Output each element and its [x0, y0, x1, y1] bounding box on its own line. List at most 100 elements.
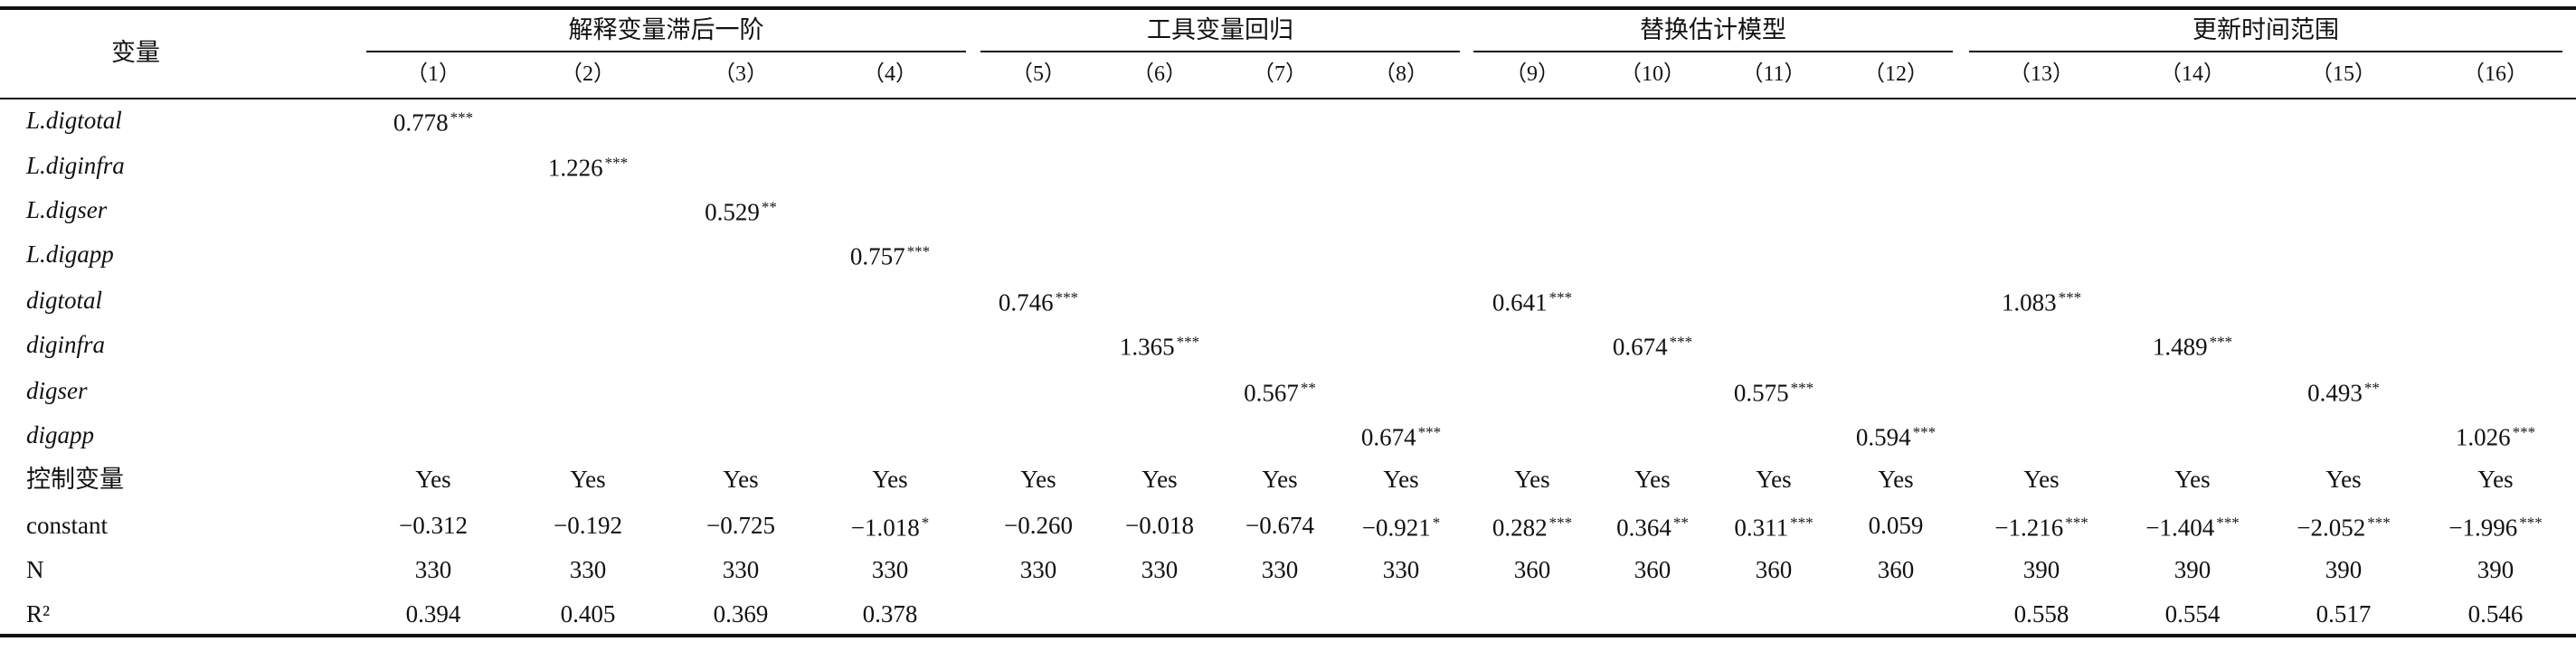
- column-header: （1）: [406, 62, 460, 86]
- cell-value: 1.365: [1119, 333, 1175, 361]
- cell: 330: [1261, 556, 1299, 583]
- cell: 1.026 ***: [2456, 418, 2535, 453]
- cell-value: 0.493: [2307, 379, 2363, 407]
- cell-value: 0.746: [998, 288, 1054, 316]
- significance-stars: ***: [1417, 423, 1442, 441]
- cell: Yes: [1878, 466, 1914, 493]
- cell-value: 1.489: [2152, 333, 2208, 361]
- row-label: L.digapp: [26, 241, 114, 268]
- column-header: （7）: [1253, 62, 1307, 86]
- significance-stars: ***: [2058, 288, 2082, 307]
- cell: 0.369: [713, 600, 769, 627]
- cell: 390: [2325, 556, 2363, 583]
- cell: 0.674 ***: [1613, 327, 1692, 363]
- cell: −0.192: [554, 512, 622, 539]
- cell: −1.216 ***: [1994, 508, 2088, 543]
- column-header: （8）: [1374, 62, 1428, 86]
- cell: 390: [2174, 556, 2211, 583]
- significance-stars: ***: [2065, 514, 2088, 532]
- cell-value: 1.226: [547, 154, 603, 182]
- significance-stars: ***: [2367, 514, 2391, 532]
- cell-value: −1.018: [850, 514, 920, 542]
- row-label: digser: [26, 377, 88, 404]
- cell: −0.312: [399, 512, 468, 539]
- cell-value: 0.594: [1855, 423, 1911, 451]
- cell: 0.546: [2467, 600, 2524, 627]
- cell: 330: [414, 556, 452, 583]
- significance-stars: ***: [2512, 423, 2536, 441]
- cell-value: 0.575: [1733, 379, 1789, 407]
- cell: 0.529 **: [705, 193, 777, 228]
- cell: 1.083 ***: [2002, 283, 2081, 318]
- significance-stars: ***: [604, 154, 629, 172]
- cell: 0.746 ***: [999, 283, 1078, 318]
- cell: −0.921 *: [1362, 508, 1440, 543]
- cell-value: 0.641: [1492, 288, 1548, 316]
- significance-stars: ***: [1790, 514, 1814, 532]
- cell-value: 0.778: [393, 108, 449, 137]
- row-label: diginfra: [26, 331, 106, 358]
- cell-value: 0.311: [1734, 514, 1789, 542]
- cell: −0.018: [1125, 512, 1194, 539]
- cell-value: 0.529: [705, 198, 760, 226]
- cell: Yes: [2477, 466, 2514, 493]
- cell: 0.517: [2316, 600, 2372, 627]
- significance-stars: ***: [1912, 423, 1937, 441]
- cell: 1.226 ***: [548, 148, 628, 184]
- cell: −1.018 *: [851, 508, 929, 543]
- column-header: （5）: [1011, 62, 1065, 86]
- group-underline: [980, 51, 1460, 52]
- cell: −1.996 ***: [2448, 508, 2542, 543]
- row-label: 控制变量: [26, 466, 124, 493]
- cell: 0.558: [2013, 600, 2069, 627]
- cell-value: 0.674: [1360, 423, 1416, 451]
- cell: Yes: [872, 466, 908, 493]
- cell: Yes: [2023, 466, 2060, 493]
- cell: 360: [1755, 556, 1793, 583]
- header-rule: [0, 98, 2576, 99]
- group-underline: [1969, 51, 2562, 52]
- cell: 360: [1634, 556, 1672, 583]
- group-header: 更新时间范围: [2192, 16, 2339, 43]
- column-header: （10）: [1620, 62, 1685, 86]
- cell: Yes: [415, 466, 451, 493]
- column-header: （12）: [1863, 62, 1928, 86]
- cell-value: 0.364: [1616, 514, 1672, 542]
- significance-stars: **: [1300, 379, 1316, 397]
- cell: 0.567 **: [1244, 373, 1316, 409]
- significance-stars: **: [761, 198, 777, 216]
- cell: 360: [1877, 556, 1915, 583]
- significance-stars: ***: [906, 242, 931, 260]
- significance-stars: ***: [2209, 333, 2233, 351]
- cell: 0.311 ***: [1734, 508, 1813, 543]
- cell: Yes: [2325, 466, 2362, 493]
- significance-stars: ***: [1055, 288, 1079, 307]
- cell-value: 1.083: [2001, 288, 2057, 316]
- group-underline: [1473, 51, 1953, 52]
- significance-stars: ***: [1790, 379, 1814, 397]
- cell: Yes: [1756, 466, 1792, 493]
- row-label: R²: [26, 600, 51, 627]
- cell: 0.594 ***: [1856, 418, 1936, 453]
- cell: Yes: [1383, 466, 1419, 493]
- column-header: （16）: [2463, 62, 2528, 86]
- cell: 0.282 ***: [1492, 508, 1572, 543]
- corner-label: 变量: [111, 39, 160, 66]
- cell: −0.674: [1245, 512, 1314, 539]
- bottom-rule: [0, 634, 2576, 637]
- significance-stars: ***: [2216, 514, 2240, 532]
- cell: 0.641 ***: [1492, 283, 1572, 318]
- cell-value: −1.996: [2448, 514, 2518, 542]
- cell: 330: [1382, 556, 1420, 583]
- cell: Yes: [1020, 466, 1056, 493]
- row-label: digtotal: [26, 287, 103, 314]
- cell: 0.394: [405, 600, 461, 627]
- cell: 330: [722, 556, 760, 583]
- cell: Yes: [1262, 466, 1298, 493]
- significance-stars: ***: [1548, 514, 1573, 532]
- cell-value: 0.757: [849, 242, 905, 270]
- column-header: （14）: [2160, 62, 2225, 86]
- cell: 1.365 ***: [1120, 327, 1199, 363]
- significance-stars: ***: [1176, 333, 1200, 351]
- column-header: （2）: [561, 62, 615, 86]
